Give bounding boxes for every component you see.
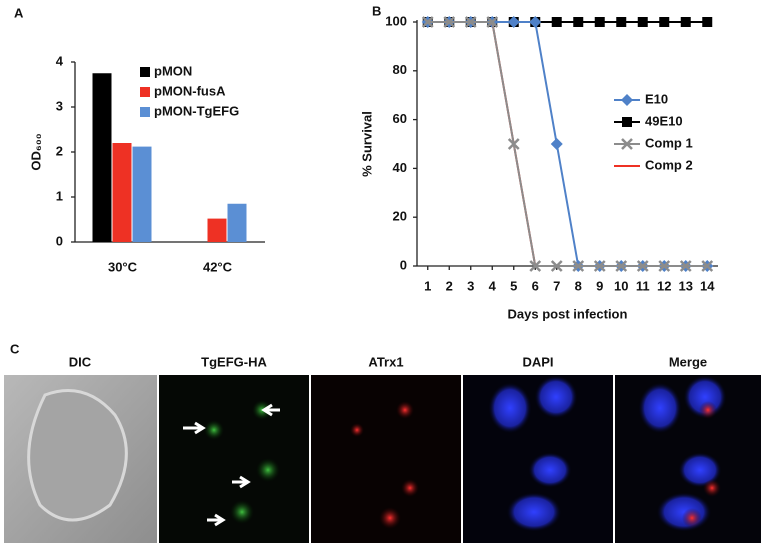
panel-label: B bbox=[372, 3, 381, 18]
legend-label: pMON bbox=[154, 63, 192, 78]
x-tick-label: 13 bbox=[679, 278, 693, 293]
y-tick-label: 4 bbox=[56, 53, 64, 68]
marker bbox=[507, 16, 520, 28]
x-tick-label: 3 bbox=[467, 278, 474, 293]
x-tick-label: 12 bbox=[657, 278, 671, 293]
legend-swatch bbox=[140, 87, 150, 97]
series-line bbox=[427, 21, 708, 267]
image-title: DAPI bbox=[522, 354, 553, 369]
marker bbox=[507, 138, 520, 150]
microscopy-panels bbox=[4, 375, 761, 543]
marker bbox=[529, 16, 542, 28]
y-tick-label: 60 bbox=[393, 111, 407, 126]
marker bbox=[679, 260, 692, 272]
x-tick-label: 5 bbox=[510, 278, 517, 293]
x-tick-label: 4 bbox=[489, 278, 497, 293]
y-tick-label: 0 bbox=[400, 257, 407, 272]
x-tick-label: 42°C bbox=[203, 259, 233, 274]
bar bbox=[227, 203, 247, 242]
x-tick-label: 7 bbox=[553, 278, 560, 293]
image-title: TgEFG-HA bbox=[201, 354, 267, 369]
marker bbox=[550, 138, 563, 150]
legend-swatch bbox=[140, 67, 150, 77]
y-tick-label: 3 bbox=[56, 98, 63, 113]
x-tick-label: 30°C bbox=[108, 259, 138, 274]
marker bbox=[636, 260, 649, 272]
y-tick-label: 20 bbox=[393, 209, 407, 224]
y-tick-label: 1 bbox=[56, 188, 63, 203]
legend-label: 49E10 bbox=[645, 113, 683, 128]
legend-label: pMON-TgEFG bbox=[154, 103, 239, 118]
marker bbox=[529, 260, 542, 272]
legend-label: E10 bbox=[645, 91, 668, 106]
legend-swatch bbox=[140, 107, 150, 117]
marker bbox=[443, 16, 456, 28]
bar bbox=[92, 73, 112, 242]
marker bbox=[421, 16, 434, 28]
x-tick-label: 6 bbox=[532, 278, 539, 293]
marker bbox=[486, 16, 499, 28]
bar bbox=[132, 146, 152, 242]
x-tick-label: 14 bbox=[700, 278, 715, 293]
bar bbox=[112, 143, 132, 242]
x-tick-label: 10 bbox=[614, 278, 628, 293]
marker bbox=[616, 17, 627, 27]
legend-label: pMON-fusA bbox=[154, 83, 226, 98]
y-tick-label: 40 bbox=[393, 160, 407, 175]
y-tick-label: 0 bbox=[56, 233, 63, 248]
x-tick-label: 1 bbox=[424, 278, 431, 293]
legend-label: Comp 2 bbox=[645, 157, 693, 172]
panel-label: A bbox=[14, 5, 24, 20]
y-tick-label: 80 bbox=[393, 62, 407, 77]
y-tick-label: 100 bbox=[385, 13, 407, 28]
marker bbox=[680, 17, 691, 27]
marker bbox=[622, 117, 632, 127]
marker bbox=[573, 17, 584, 27]
marker bbox=[701, 260, 714, 272]
y-tick-label: 2 bbox=[56, 143, 63, 158]
marker bbox=[594, 17, 605, 27]
marker bbox=[615, 260, 628, 272]
marker bbox=[637, 17, 648, 27]
marker bbox=[658, 260, 671, 272]
x-axis-label: Days post infection bbox=[508, 306, 628, 321]
marker bbox=[621, 138, 633, 150]
x-tick-label: 11 bbox=[636, 278, 650, 293]
x-tick-label: 8 bbox=[575, 278, 582, 293]
image-title: ATrx1 bbox=[368, 354, 403, 369]
marker bbox=[702, 17, 713, 27]
panel-label: C bbox=[10, 341, 20, 356]
marker bbox=[659, 17, 670, 27]
image-title: Merge bbox=[669, 354, 707, 369]
image-title: DIC bbox=[69, 354, 92, 369]
x-tick-label: 2 bbox=[446, 278, 453, 293]
marker bbox=[551, 17, 562, 27]
marker bbox=[593, 260, 606, 272]
marker bbox=[464, 16, 477, 28]
marker bbox=[621, 94, 633, 106]
legend-label: Comp 1 bbox=[645, 135, 693, 150]
y-axis-label: OD₆₀₀ bbox=[28, 133, 43, 170]
marker bbox=[550, 260, 563, 272]
y-axis-label: % Survival bbox=[359, 111, 374, 177]
bar bbox=[207, 218, 227, 242]
marker bbox=[572, 260, 585, 272]
dic-cell bbox=[27, 389, 128, 522]
x-tick-label: 9 bbox=[596, 278, 603, 293]
